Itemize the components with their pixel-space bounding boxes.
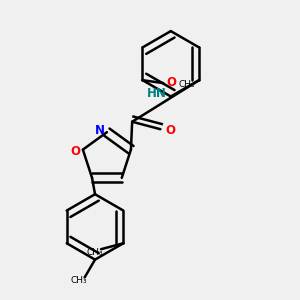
Text: O: O bbox=[70, 145, 80, 158]
Text: O: O bbox=[166, 76, 176, 89]
Text: CH₃: CH₃ bbox=[87, 248, 103, 257]
Text: N: N bbox=[94, 124, 104, 137]
Text: CH₃: CH₃ bbox=[70, 276, 87, 285]
Text: HN: HN bbox=[147, 87, 167, 100]
Text: CH₃: CH₃ bbox=[179, 80, 195, 89]
Text: O: O bbox=[166, 124, 176, 137]
